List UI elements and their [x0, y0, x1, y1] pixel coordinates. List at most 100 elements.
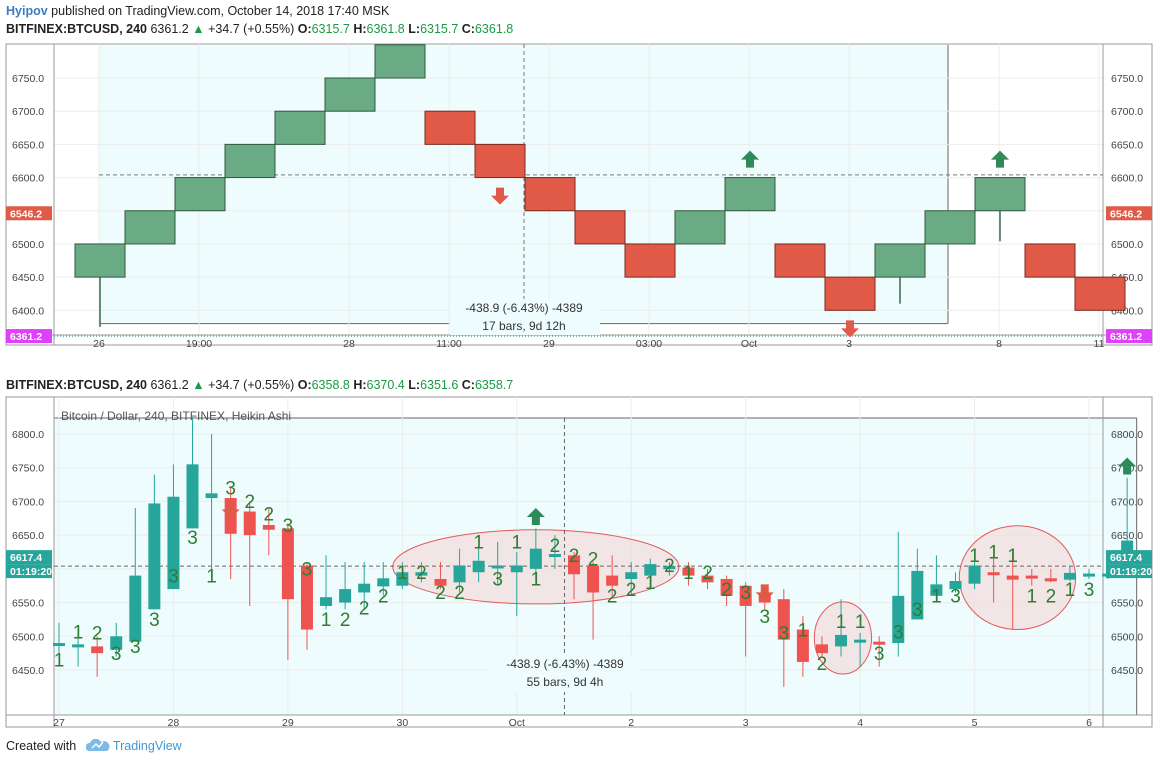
author-link[interactable]: Hyipov [6, 4, 48, 18]
top-l-value: 6315.7 [420, 22, 459, 36]
bottom-x-tick: 28 [168, 717, 180, 729]
top-price-tag-left-bg [6, 206, 52, 221]
top-x-tick: 8 [996, 338, 1002, 350]
renko-brick [374, 44, 426, 79]
top-x-tick: 29 [543, 338, 555, 350]
wave-count-label: 2 [664, 556, 675, 577]
ha-candle-body [835, 634, 848, 647]
heikin-ashi-chart: 6800.06800.06750.06750.06700.06700.06650… [5, 396, 1153, 729]
ha-candle-body [377, 578, 390, 587]
renko-brick [474, 143, 526, 179]
published-line: Hyipov published on TradingView.com, Oct… [6, 4, 389, 18]
bottom-x-tick: 27 [53, 717, 65, 729]
wave-count-label: 1 [397, 563, 408, 584]
ha-candle-body [320, 597, 333, 606]
bottom-h-label: H: [353, 378, 367, 392]
wave-count-label: 1 [73, 622, 84, 643]
top-x-tick: 26 [93, 338, 105, 350]
top-last-tag-left-bg [6, 329, 52, 344]
top-last-tag-left: 6361.2 [10, 331, 42, 343]
top-price-tag-right: 6546.2 [1110, 208, 1142, 220]
bottom-price-tag-right-bg [1106, 550, 1152, 565]
bottom-x-tick: 30 [396, 717, 408, 729]
wave-count-label: 1 [855, 612, 866, 633]
tradingview-link[interactable]: TradingView [112, 739, 182, 753]
top-y-tick-right: 6700.0 [1111, 106, 1143, 118]
ha-candle-body [1044, 578, 1057, 582]
top-y-tick-left: 6650.0 [12, 139, 44, 151]
top-x-tick: 03:00 [636, 338, 662, 350]
bottom-x-tick: Oct [509, 717, 525, 729]
bottom-y-tick-left: 6800.0 [12, 429, 44, 441]
wave-count-label: 1 [931, 587, 942, 608]
bottom-y-tick-left: 6750.0 [12, 463, 44, 475]
ha-candle-body [777, 599, 790, 640]
wave-count-label: 1 [969, 546, 980, 567]
wave-count-label: 3 [1084, 580, 1095, 601]
bottom-measure-line1: -438.9 (-6.43%) -4389 [506, 657, 624, 671]
ha-candle-body [968, 565, 981, 584]
top-h-label: H: [353, 22, 367, 36]
ha-candle-body [300, 565, 313, 630]
wave-count-label: 1 [1007, 546, 1018, 567]
wave-count-label: 1 [683, 563, 694, 584]
wave-count-label: 1 [531, 570, 542, 591]
bottom-sell-arrow-icon [221, 501, 240, 519]
ha-candle-body [53, 643, 65, 647]
ha-candle-body [529, 548, 542, 569]
renko-brick [724, 177, 776, 212]
wave-count-label: 3 [283, 516, 294, 537]
renko-brick [824, 276, 876, 311]
top-y-tick-left: 6600.0 [12, 173, 44, 185]
wave-count-label: 2 [607, 587, 618, 608]
top-symbol: BITFINEX:BTCUSD, 240 [6, 22, 147, 36]
bottom-symbol: BITFINEX:BTCUSD, 240 [6, 378, 147, 392]
wave-count-label: 3 [302, 560, 313, 581]
ha-candle-body [453, 565, 466, 583]
top-y-tick-right: 6650.0 [1111, 139, 1143, 151]
renko-brick [924, 210, 976, 245]
wave-count-label: 1 [645, 573, 656, 594]
bottom-o-label: O: [297, 378, 312, 392]
wave-count-label: 1 [321, 610, 332, 631]
renko-brick [1074, 276, 1126, 311]
ha-candle-body [930, 584, 943, 596]
renko-brick [974, 177, 1026, 212]
top-x-tick: 11 [1094, 338, 1105, 350]
wave-count-label: 1 [1026, 587, 1037, 608]
wave-count-label: 1 [511, 533, 522, 554]
bottom-measure-label-bg [490, 656, 640, 692]
wave-count-label: 2 [569, 546, 580, 567]
top-measure-label-bg [450, 299, 600, 335]
bottom-c-label: C: [461, 378, 475, 392]
ha-candle-body [1083, 573, 1095, 577]
wave-count-label: 3 [950, 587, 961, 608]
wave-count-label: 2 [817, 654, 828, 675]
wave-count-label: 1 [473, 533, 484, 554]
wave-count-label: 3 [168, 566, 179, 587]
ha-candle-body [1025, 575, 1038, 579]
footer: Created with TradingView [6, 738, 182, 753]
ha-candle-body [243, 511, 256, 536]
wave-count-label: 2 [550, 536, 561, 557]
bottom-price-tag-left-bg [6, 550, 52, 565]
ha-candle-body [396, 572, 409, 586]
wave-count-label: 2 [435, 583, 446, 604]
ha-candle-body [815, 644, 828, 654]
top-y-tick-left: 6500.0 [12, 239, 44, 251]
ha-candle-body [720, 578, 733, 596]
bottom-y-tick-right: 6800.0 [1111, 429, 1143, 441]
top-change: +34.7 (+0.55%) [208, 22, 295, 36]
wave-count-label: 2 [454, 583, 465, 604]
bottom-change: +34.7 (+0.55%) [208, 378, 295, 392]
wave-count-label: 2 [359, 599, 370, 620]
ha-candle-body [491, 565, 504, 569]
top-o-label: O: [297, 22, 312, 36]
bottom-time-tag-left: 01:19:20 [10, 566, 52, 578]
wave-count-label: 1 [836, 612, 847, 633]
wave-count-label: 2 [626, 580, 637, 601]
renko-brick [224, 143, 276, 179]
wave-count-label: 2 [416, 563, 427, 584]
ha-candle-body [663, 566, 676, 570]
